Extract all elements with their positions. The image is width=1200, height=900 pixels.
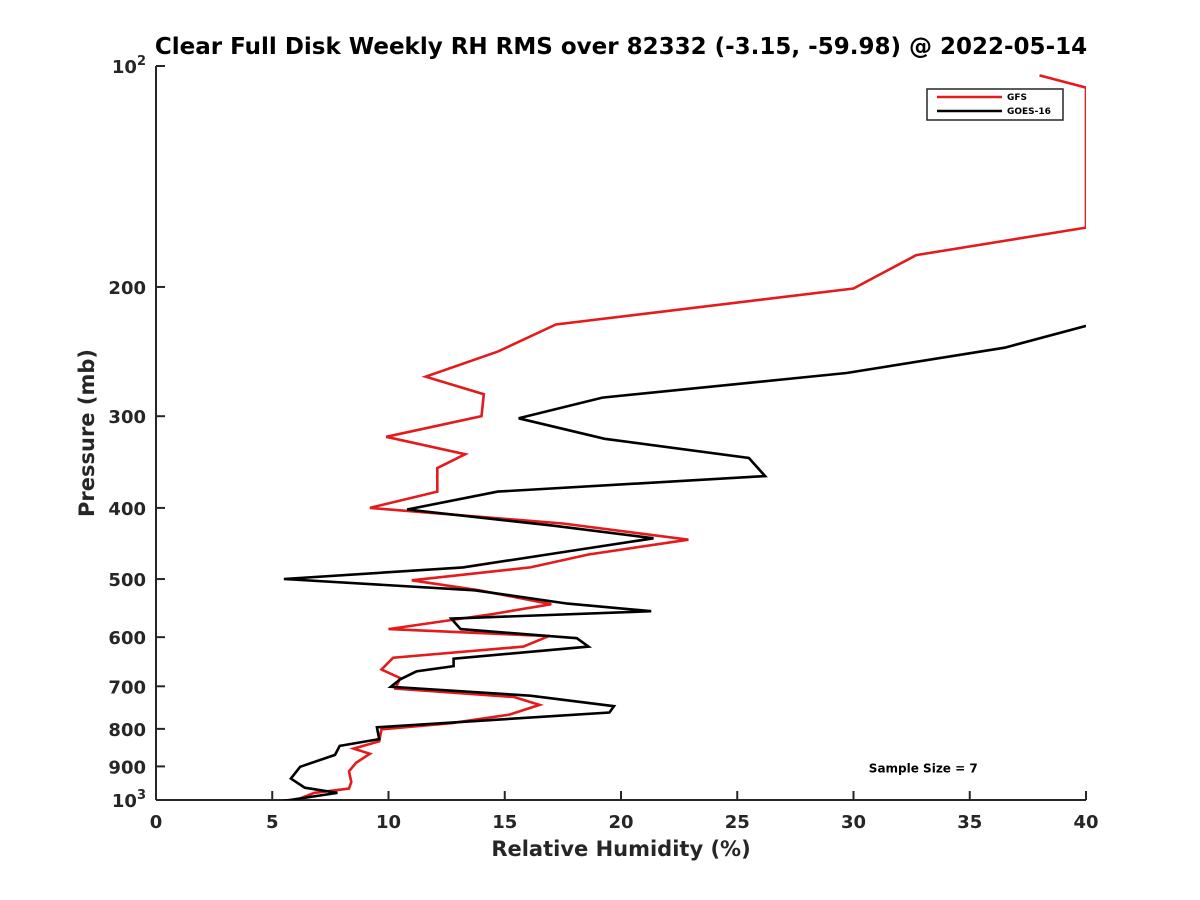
y-tick-label: 900: [108, 757, 146, 778]
x-tick-label: 35: [957, 812, 982, 833]
x-ticks: 0 5 10 15 20 25 30 35 40: [150, 791, 1099, 833]
x-tick-label: 30: [841, 812, 866, 833]
y-tick-label: 103: [112, 788, 146, 812]
y-tick-label: 400: [108, 499, 146, 520]
y-axis-label: Pressure (mb): [75, 349, 99, 517]
legend-box: [926, 88, 1064, 121]
y-tick-label: 700: [108, 677, 146, 698]
x-tick-label: 25: [725, 812, 750, 833]
y-tick-label: 102: [112, 54, 146, 78]
plot-area: 0 5 10 15 20 25 30 35 40 102 200 300 400 500 600 700 80…: [108, 54, 1098, 833]
y-ticks: 102 200 300 400 500 600 700 800 900 103: [108, 54, 165, 812]
x-tick-label: 20: [608, 812, 633, 833]
series-layer: [281, 74, 1086, 800]
legend-label-goes-16: GOES-16: [1007, 107, 1051, 117]
y-tick-label: 200: [108, 278, 146, 299]
x-tick-label: 0: [150, 812, 163, 833]
sample-size-annotation: Sample Size = 7: [869, 761, 978, 775]
y-tick-label: 300: [108, 407, 146, 428]
legend-label-gfs: GFS: [1007, 93, 1027, 103]
y-tick-label: 600: [108, 628, 146, 649]
x-tick-label: 15: [492, 812, 517, 833]
x-tick-label: 40: [1073, 812, 1098, 833]
y-tick-label: 500: [108, 570, 146, 591]
x-axis-label: Relative Humidity (%): [491, 837, 750, 861]
legend: GFS GOES-16: [926, 88, 1064, 121]
series-line-goes-16: [281, 324, 1086, 800]
x-tick-label: 10: [376, 812, 401, 833]
x-tick-label: 5: [266, 812, 279, 833]
chart-title: Clear Full Disk Weekly RH RMS over 82332…: [155, 34, 1087, 60]
y-tick-label: 800: [108, 720, 146, 741]
series-line-gfs: [299, 74, 1086, 800]
